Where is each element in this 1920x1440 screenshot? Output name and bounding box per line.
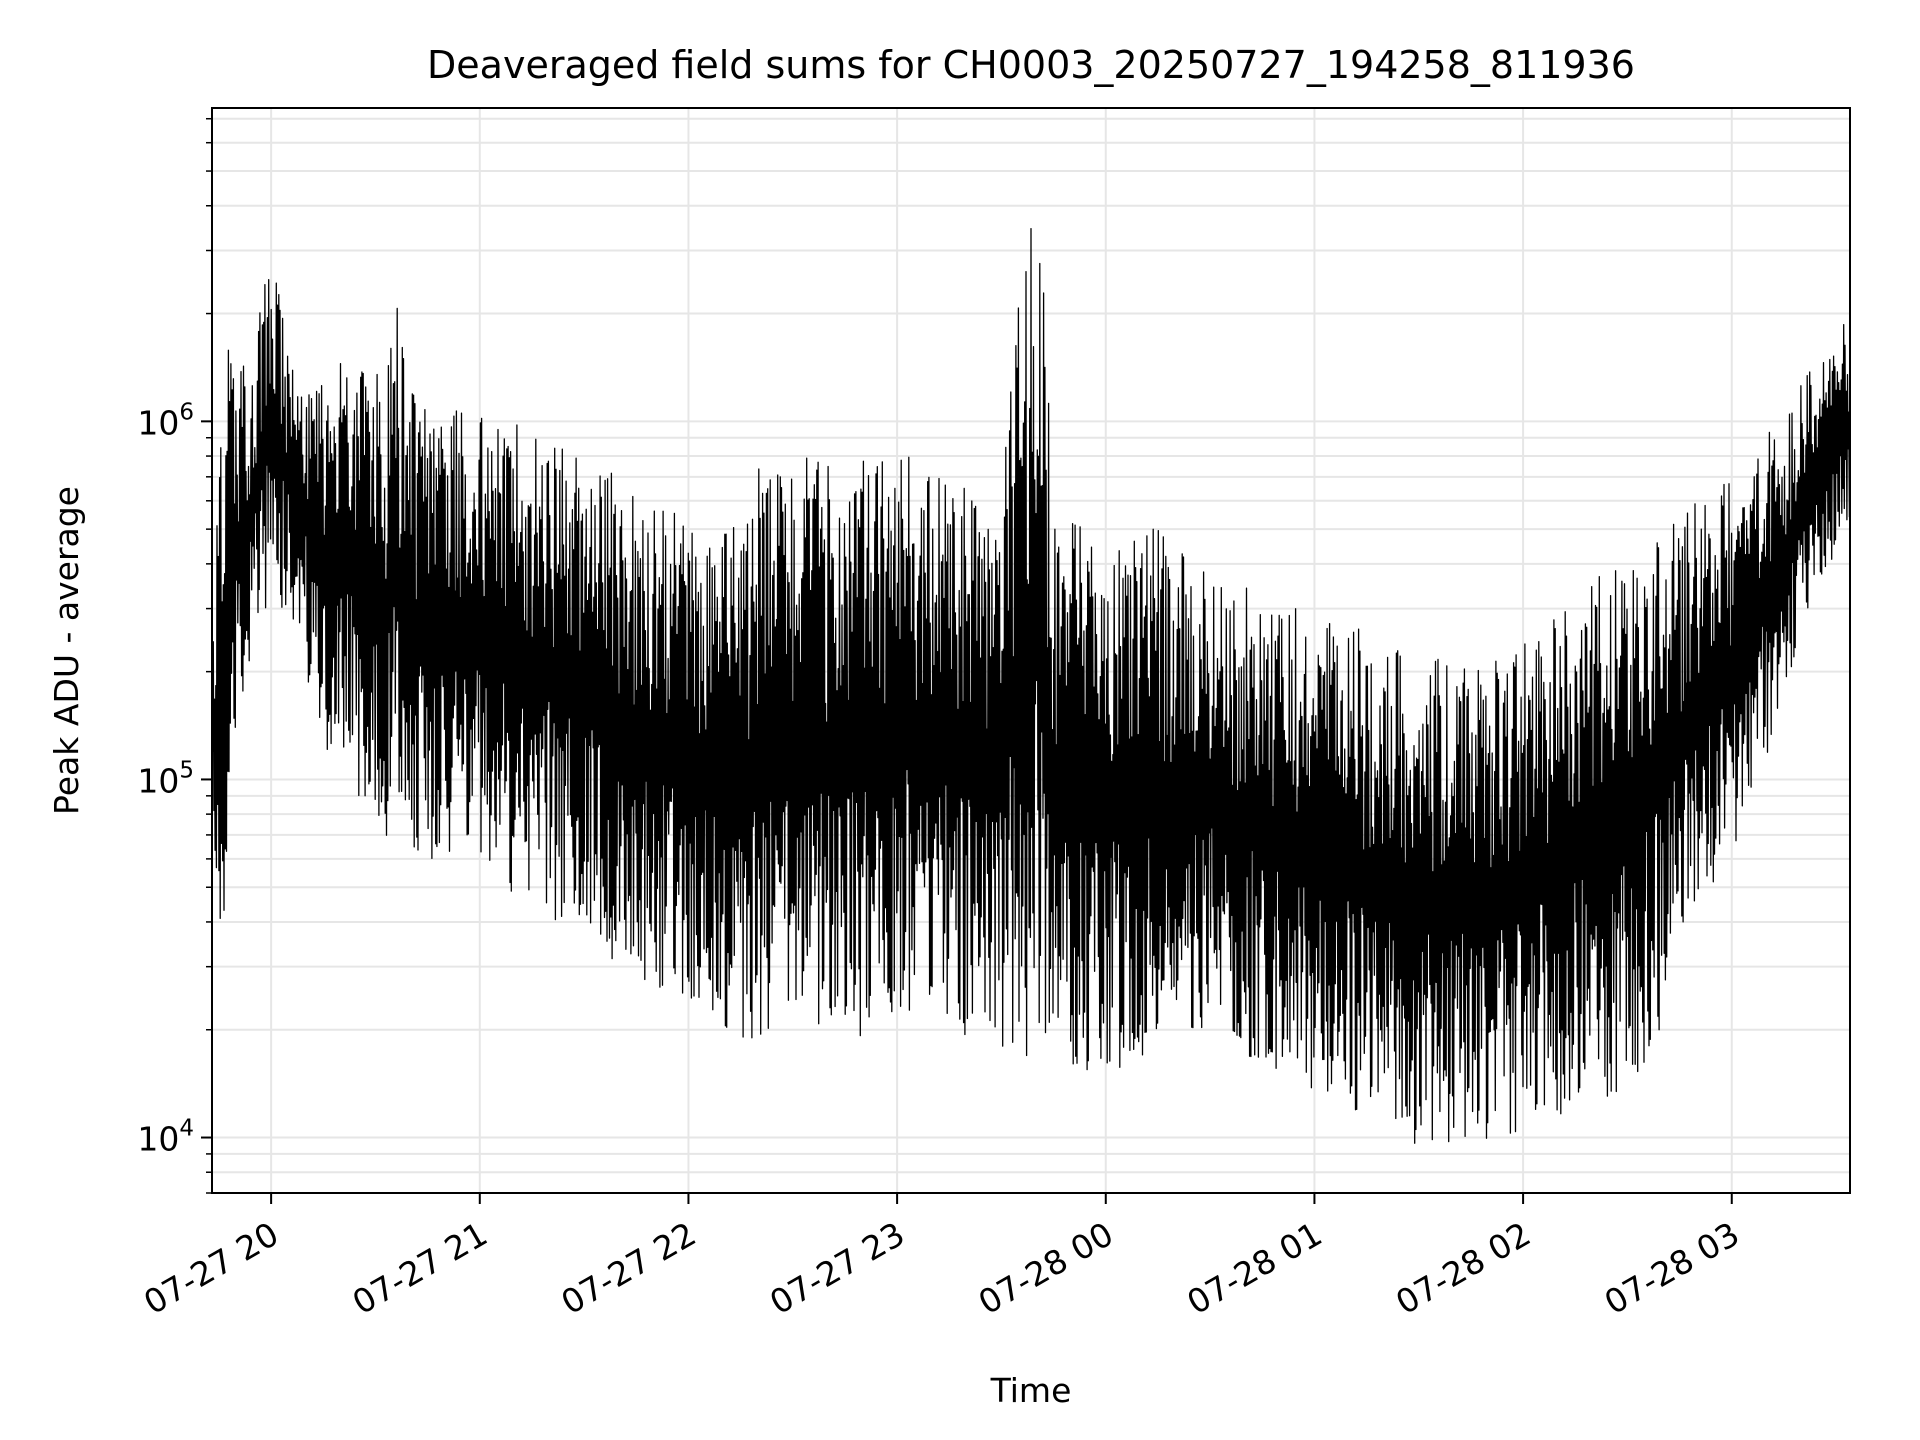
- y-tick-label: 104: [137, 1116, 194, 1159]
- y-tick-label: 106: [137, 399, 194, 442]
- y-axis-label: Peak ADU - average: [47, 486, 86, 815]
- y-tick-label-base: 10: [137, 761, 179, 800]
- x-axis-label: Time: [990, 1371, 1072, 1410]
- y-tick-label-base: 10: [137, 403, 179, 442]
- series-line: [212, 227, 1850, 1144]
- chart-title: Deaveraged field sums for CH0003_2025072…: [427, 43, 1635, 87]
- y-tick-label-base: 10: [137, 1120, 179, 1159]
- y-tick-label-exponent: 5: [179, 757, 194, 783]
- series-layer: [212, 227, 1850, 1144]
- plot-frame: [211, 107, 1851, 1194]
- y-tick-label-exponent: 6: [179, 399, 194, 425]
- y-tick-label-exponent: 4: [179, 1116, 194, 1142]
- y-tick-label: 105: [137, 757, 194, 800]
